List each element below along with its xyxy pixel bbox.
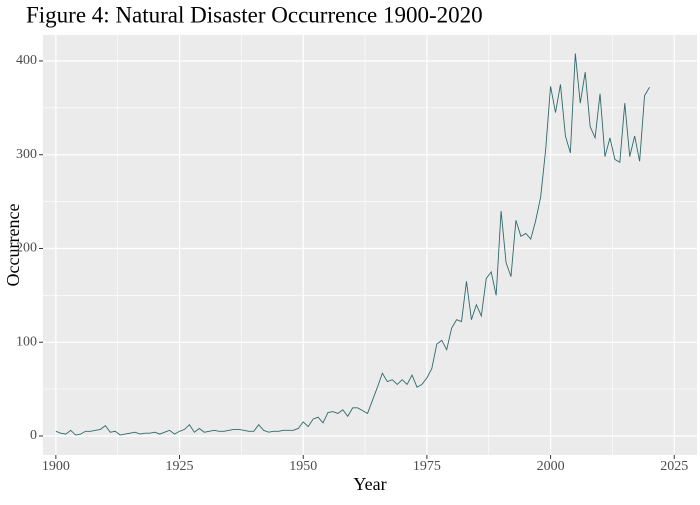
- y-tick-label: 0: [30, 428, 37, 443]
- x-tick-label: 1925: [166, 459, 194, 474]
- y-tick-label: 100: [16, 334, 37, 349]
- x-tick-label: 1950: [289, 459, 317, 474]
- y-axis-title: Occurrence: [3, 204, 23, 287]
- data-line: [55, 53, 650, 436]
- x-tick-label: 2025: [660, 459, 688, 474]
- y-tick-label: 300: [16, 147, 37, 162]
- x-tick-label: 1975: [413, 459, 441, 474]
- chart-title: Figure 4: Natural Disaster Occurrence 19…: [26, 2, 483, 27]
- plot-panel: [43, 35, 697, 455]
- x-axis-title: Year: [353, 474, 386, 494]
- y-tick-label: 200: [16, 241, 37, 256]
- x-tick-label: 1900: [42, 459, 70, 474]
- y-tick-label: 400: [16, 53, 37, 68]
- x-tick-label: 2000: [537, 459, 565, 474]
